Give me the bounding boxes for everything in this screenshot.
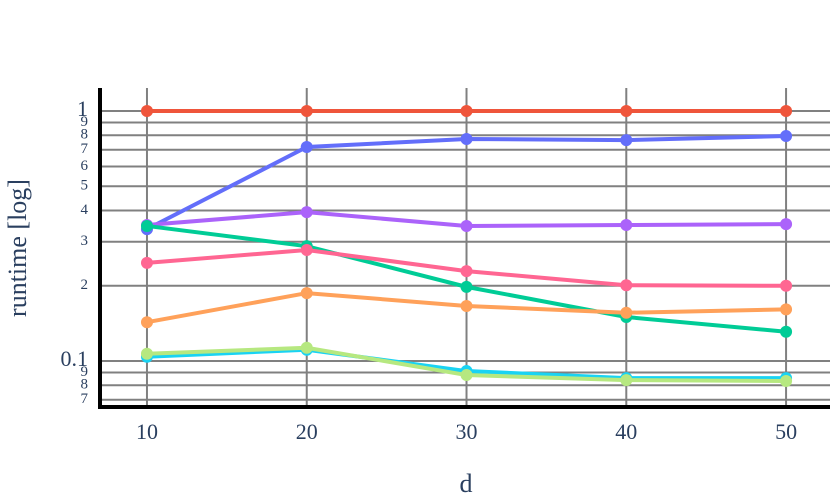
data-point [300,287,313,300]
x-tick-label: 50 [775,419,797,444]
x-tick-label: 20 [296,419,318,444]
data-point [780,325,793,338]
data-point [780,279,793,292]
data-point [780,130,793,143]
data-point [300,341,313,354]
data-point [140,105,153,118]
data-point [460,132,473,145]
data-point [300,244,313,257]
data-point [460,369,473,382]
y-tick-label: 7 [81,141,89,157]
data-point [620,306,633,319]
y-tick-label: 6 [81,158,89,174]
y-tick-label: 2 [81,277,89,293]
data-point [300,206,313,219]
x-tick-label: 30 [456,419,478,444]
y-axis-title: runtime [log] [3,179,32,317]
data-point [300,105,313,118]
data-point [620,105,633,118]
y-tick-label: 0.1 [61,346,89,371]
y-tick-label: 7 [81,391,89,407]
data-point [460,219,473,232]
data-point [460,105,473,118]
y-tick-label: 3 [81,233,89,249]
data-point [140,219,153,232]
data-point [620,219,633,232]
data-point [780,303,793,316]
data-point [140,316,153,329]
data-point [620,374,633,387]
y-tick-label: 1 [77,96,88,121]
data-point [620,279,633,292]
y-tick-label: 9 [81,364,89,380]
data-point [780,218,793,231]
data-point [140,256,153,269]
data-point [460,265,473,278]
data-point [620,134,633,147]
y-tick-label: 5 [81,178,89,194]
data-point [460,300,473,313]
y-tick-label: 8 [81,377,89,393]
y-tick-label: 8 [81,127,89,143]
data-point [300,140,313,153]
y-tick-label: 4 [81,202,89,218]
data-point [140,347,153,360]
x-axis-title: d [460,469,473,498]
data-point [780,375,793,388]
y-tick-label: 9 [81,114,89,130]
data-point [780,105,793,118]
x-tick-label: 10 [136,419,158,444]
data-point [460,280,473,293]
x-tick-label: 40 [615,419,637,444]
